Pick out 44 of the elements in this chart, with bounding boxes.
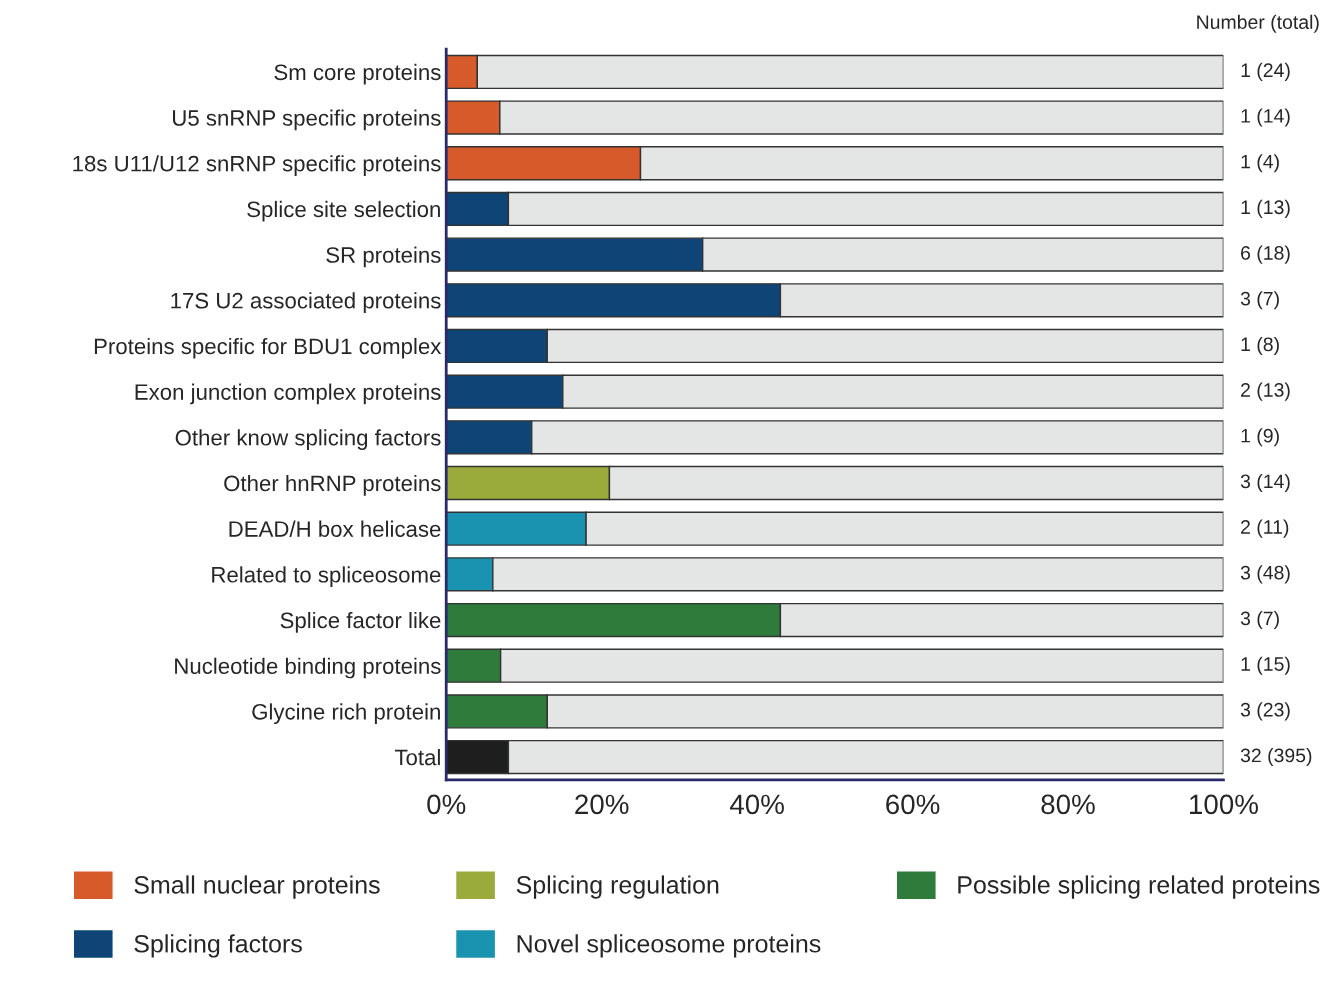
- y-tick-label: Other hnRNP proteins: [224, 474, 441, 496]
- legend-label: Splicing regulation: [516, 875, 719, 899]
- y-tick-label: 18s U11/U12 snRNP specific proteins: [73, 155, 441, 176]
- text: 3 (7): [1240, 291, 1279, 310]
- y-tick-label: Glycine rich protein: [252, 703, 440, 725]
- text: 3 (7): [1240, 610, 1279, 630]
- text: 2 (13): [1241, 382, 1290, 401]
- x-tick-label: 0%: [427, 794, 466, 815]
- text: 1 (4): [1241, 154, 1279, 173]
- text: 3 (23): [1240, 702, 1290, 721]
- y-tick-label: 17S U2 associated proteins: [171, 292, 441, 313]
- text: Number (total): [1197, 14, 1319, 33]
- y-tick-label: Total: [394, 749, 440, 766]
- y-tick-label: U5 snRNP specific proteins: [173, 109, 441, 131]
- y-tick-label: SR proteins: [326, 246, 441, 268]
- y-tick-label: DEAD/H box helicase: [229, 520, 441, 537]
- text: 1 (8): [1241, 336, 1279, 356]
- text: 6 (18): [1241, 245, 1290, 264]
- y-tick-label: Splice factor like: [280, 611, 441, 633]
- y-tick-label: Sm core proteins: [274, 63, 441, 85]
- text: 1 (24): [1241, 62, 1290, 81]
- y-tick-label: Proteins specific for BDU1 complex: [94, 337, 442, 359]
- text: 3 (48): [1240, 565, 1290, 584]
- y-tick-label: Nucleotide binding proteins: [175, 657, 441, 679]
- legend-label: Possible splicing related proteins: [958, 875, 1320, 899]
- text: 3 (14): [1240, 473, 1290, 493]
- y-tick-label: Exon junction complex proteins: [135, 383, 441, 405]
- legend-label: Small nuclear proteins: [134, 875, 380, 899]
- y-tick-label: Splice site selection: [247, 200, 440, 222]
- x-tick-label: 40%: [729, 794, 784, 815]
- text: 1 (15): [1241, 656, 1290, 675]
- y-tick-label: Related to spliceosome: [212, 566, 441, 588]
- x-tick-label: 80%: [1041, 794, 1095, 815]
- text: 1 (14): [1241, 108, 1290, 127]
- x-tick-label: 20%: [575, 794, 629, 815]
- text: 32 (395): [1240, 747, 1312, 767]
- y-tick-label: Other know splicing factors: [175, 429, 441, 450]
- text: 1 (13): [1241, 199, 1290, 218]
- text: 2 (11): [1241, 519, 1289, 538]
- legend-label: Novel spliceosome proteins: [517, 934, 821, 958]
- legend-label: Splicing factors: [134, 934, 302, 958]
- x-tick-label: 100%: [1190, 794, 1258, 815]
- text: 1 (9): [1241, 428, 1279, 447]
- x-tick-label: 60%: [886, 794, 940, 815]
